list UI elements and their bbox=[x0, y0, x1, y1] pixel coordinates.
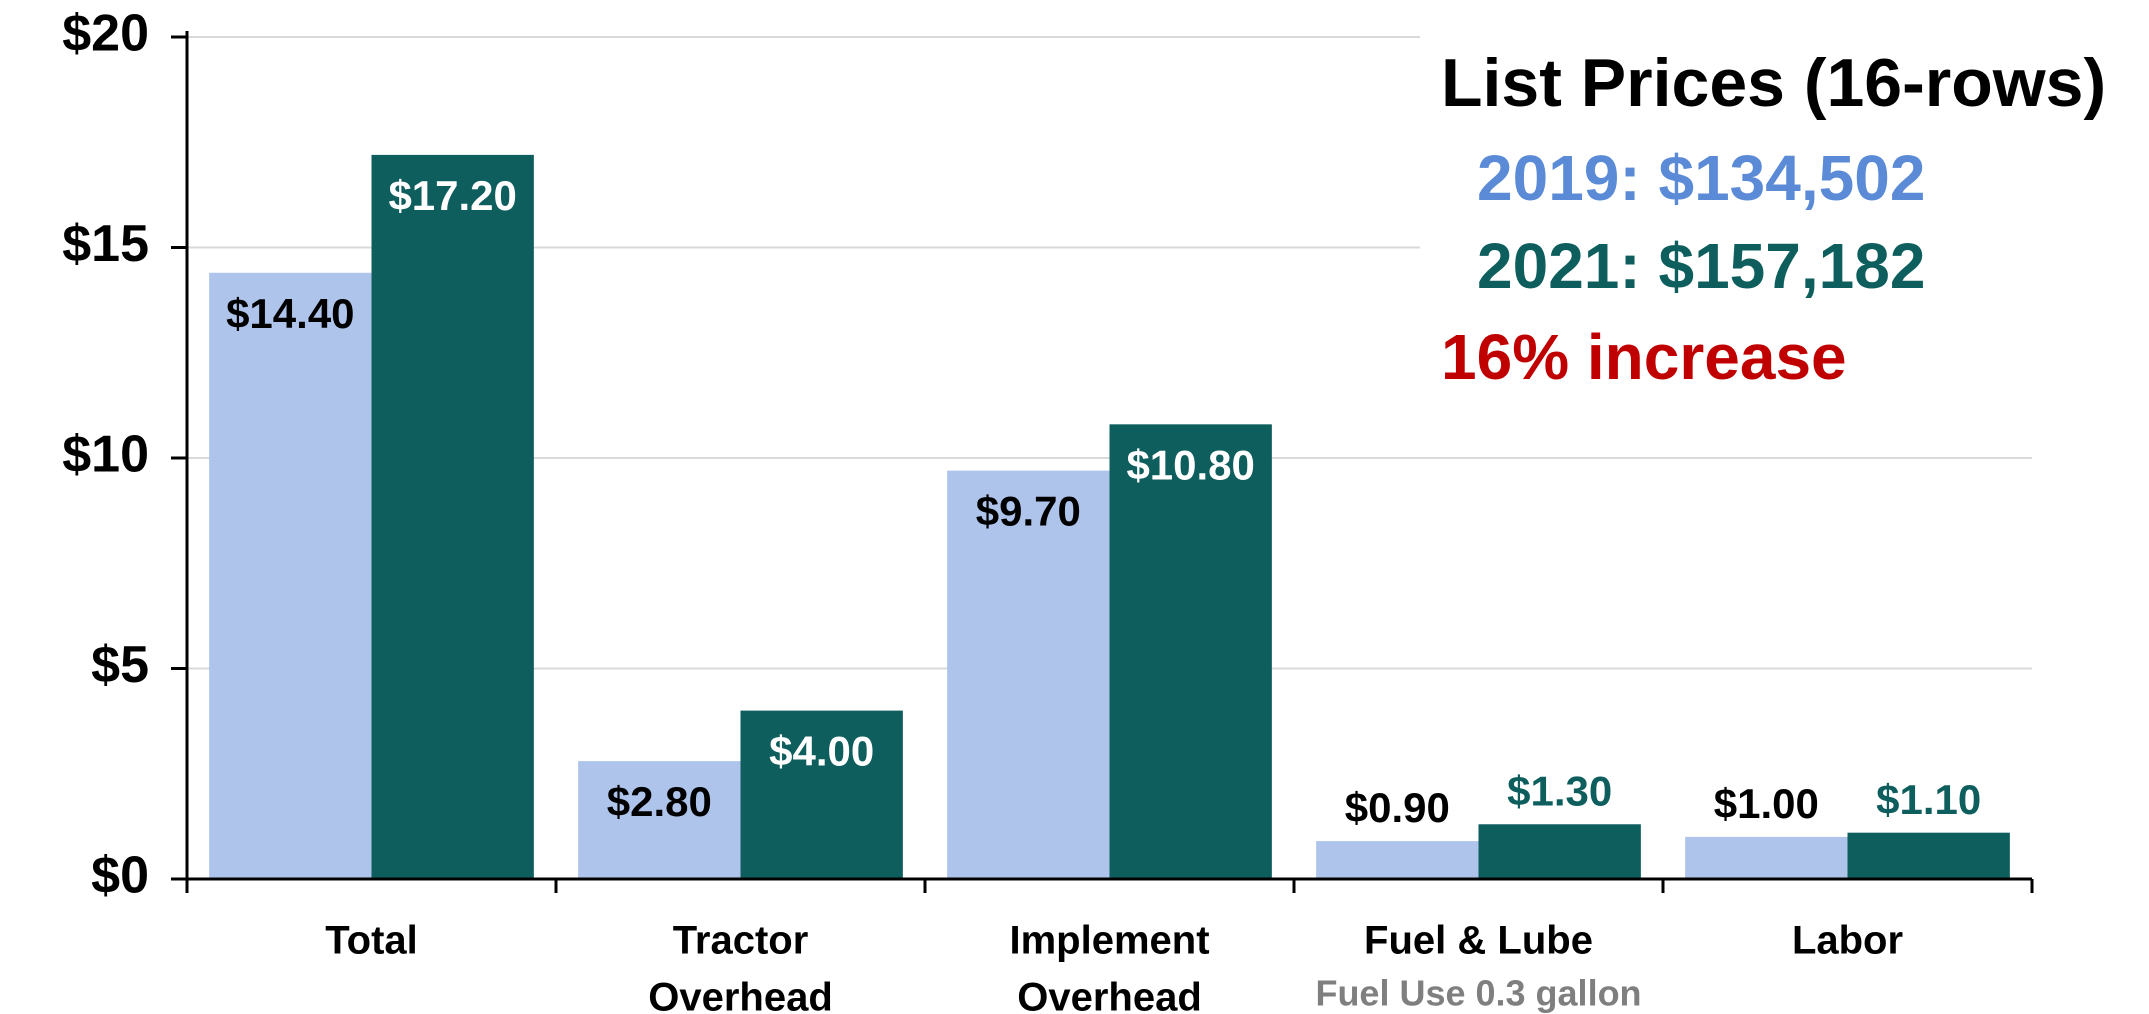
value-label: $4.00 bbox=[769, 728, 874, 775]
bar bbox=[740, 710, 903, 879]
bar bbox=[209, 272, 372, 879]
x-tick-label: Overhead bbox=[648, 976, 833, 1014]
legend-entry: 2019: $134,502 bbox=[1477, 142, 1925, 214]
value-label: $14.40 bbox=[226, 290, 354, 337]
y-tick-label: $5 bbox=[91, 636, 149, 694]
y-tick-label: $0 bbox=[91, 847, 149, 905]
bar bbox=[1478, 824, 1641, 879]
value-label: $10.80 bbox=[1126, 441, 1254, 488]
bar bbox=[578, 761, 741, 879]
bar bbox=[1847, 832, 2010, 879]
value-label: $1.10 bbox=[1876, 776, 1981, 823]
legend-entry: 2021: $157,182 bbox=[1477, 230, 1925, 302]
bar bbox=[371, 154, 534, 879]
legend-background bbox=[1420, 30, 2149, 400]
value-label: $9.70 bbox=[976, 488, 1081, 535]
value-label: $1.30 bbox=[1507, 767, 1612, 814]
bar bbox=[947, 470, 1110, 879]
value-label: $0.90 bbox=[1345, 784, 1450, 831]
x-tick-label: Total bbox=[325, 919, 418, 963]
x-tick-label: Labor bbox=[1792, 919, 1903, 963]
y-tick-label: $20 bbox=[62, 5, 149, 63]
value-label: $17.20 bbox=[388, 172, 516, 219]
x-tick-label: Implement bbox=[1009, 919, 1209, 963]
chart-title: List Prices (16-rows) bbox=[1441, 45, 2106, 121]
annotation: 16% increase bbox=[1441, 321, 1847, 393]
y-tick-label: $10 bbox=[62, 426, 149, 484]
bar bbox=[1109, 424, 1272, 879]
y-tick-label: $15 bbox=[62, 215, 149, 273]
bar bbox=[1316, 841, 1479, 879]
value-label: $1.00 bbox=[1714, 780, 1819, 827]
value-label: $2.80 bbox=[607, 778, 712, 825]
category-note: Fuel Use 0.3 gallon bbox=[1315, 973, 1641, 1014]
x-tick-label: Overhead bbox=[1017, 976, 1202, 1014]
bar bbox=[1685, 836, 1848, 879]
x-tick-label: Tractor bbox=[673, 919, 809, 963]
x-tick-label: Fuel & Lube bbox=[1364, 919, 1593, 963]
